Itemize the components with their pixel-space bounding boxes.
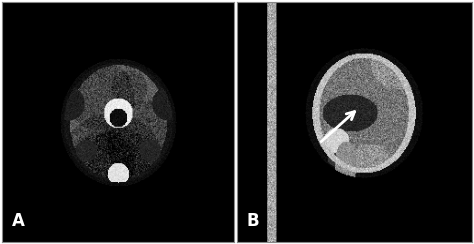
Text: A: A <box>12 212 25 230</box>
Text: B: B <box>246 212 259 230</box>
